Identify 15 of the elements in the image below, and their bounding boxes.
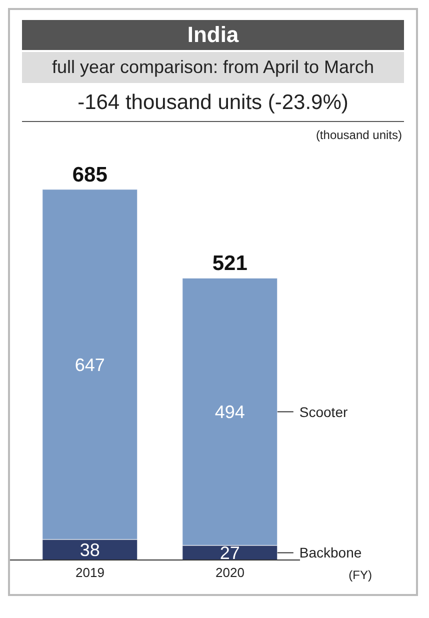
chart-subtitle: full year comparison: from April to March (22, 52, 404, 83)
x-axis-title: (FY) (348, 568, 372, 582)
data-label: 38 (80, 540, 100, 560)
series-label: Scooter (299, 404, 348, 420)
series-label: Backbone (299, 544, 362, 561)
data-label: 27 (220, 543, 240, 564)
data-label: 494 (214, 402, 245, 422)
chart-title: India (22, 20, 404, 50)
data-label: 647 (74, 354, 105, 375)
total-label: 521 (212, 252, 248, 276)
x-tick-label: 2020 (216, 565, 244, 580)
y-axis-title: (thousand units) (314, 128, 402, 142)
x-tick-label: 2019 (76, 565, 104, 580)
text: -164 thousand units (-23.9%) (22, 83, 404, 122)
total-label: 685 (72, 163, 108, 186)
